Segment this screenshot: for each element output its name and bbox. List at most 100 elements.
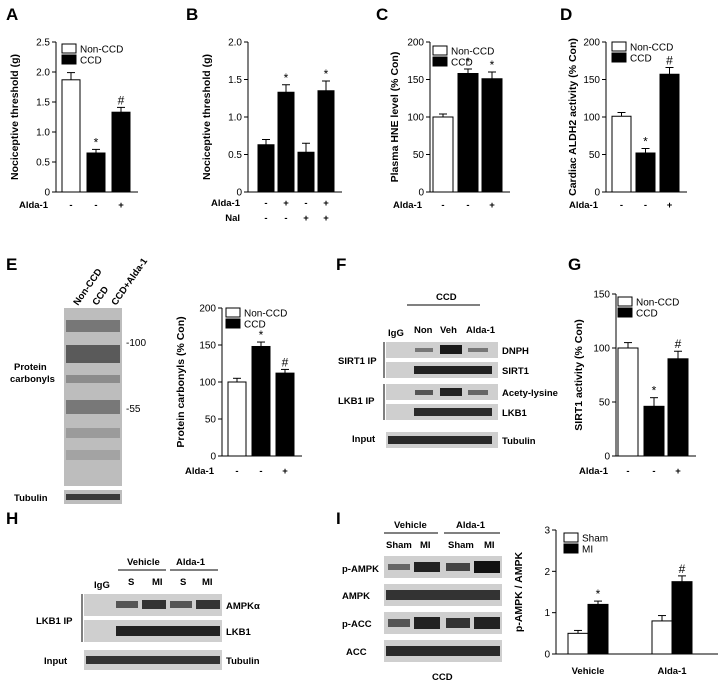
- blot-f-lane-alda: Alda-1: [466, 325, 496, 336]
- blot-i-lane-sham1: Sham: [386, 540, 412, 551]
- blot-f-lane-igg: IgG: [388, 328, 404, 339]
- blot-e-band: [66, 428, 120, 438]
- chart-a-y-tick-label: 2.5: [36, 38, 50, 49]
- chart-b-y-tick-label: 1.0: [228, 113, 242, 124]
- chart-c-bar: [481, 78, 503, 193]
- chart-b-treat-mark: +: [283, 198, 289, 209]
- blot-e-label-1: Protein: [14, 362, 47, 373]
- blot-h-band-lkb1: LKB1: [226, 627, 252, 638]
- chart-g-legend-label: Non-CCD: [636, 298, 679, 309]
- chart-e-y-tick-label: 0: [210, 452, 216, 463]
- chart-b-bar-sig: *: [324, 67, 329, 81]
- blot-i-band: [446, 563, 470, 571]
- chart-a-legend-swatch: [61, 54, 77, 65]
- chart-a-y-tick-label: 1.0: [36, 128, 50, 139]
- blot-f-ip1-label: SIRT1 IP: [338, 356, 377, 367]
- chart-a-bar: [111, 111, 131, 193]
- chart-g-treat-mark: -: [626, 466, 629, 477]
- blot-f-lane-veh: Veh: [440, 325, 457, 336]
- chart-i-y-tick-label: 1: [544, 608, 550, 619]
- blot-i-lane-mi1: MI: [420, 540, 431, 551]
- chart-d-bar: [659, 73, 680, 193]
- blot-i-band-pampk: p-AMPK: [342, 564, 379, 575]
- blot-i-band-acc: ACC: [346, 647, 367, 658]
- chart-g-treat-mark: -: [652, 466, 655, 477]
- blot-f-band-tubulin: Tubulin: [502, 436, 536, 447]
- chart-d-treat-label: Alda-1: [569, 200, 599, 211]
- chart-a-treat-mark: -: [94, 200, 97, 211]
- chart-c-y-tick-label: 50: [413, 150, 425, 161]
- chart-e-legend-label: Non-CCD: [244, 309, 287, 320]
- blot-h-lane-s2: S: [180, 577, 186, 588]
- chart-g-y-tick-label: 150: [593, 290, 610, 301]
- blot-e-band: [66, 320, 120, 332]
- chart-g: 0 50 100 150 SIRT1 activity (% Con) * # Alda-1 -…: [573, 290, 696, 477]
- chart-b-bar: [257, 144, 275, 193]
- blot-f-input-label: Input: [352, 434, 376, 445]
- blot-f-lane-non: Non: [414, 325, 433, 336]
- chart-g-legend-swatch: [617, 296, 633, 307]
- chart-i-y-tick-label: 0: [544, 650, 550, 661]
- blot-h-band: [196, 600, 220, 609]
- chart-a-y-tick-label: 2.0: [36, 68, 50, 79]
- chart-i-bar: [567, 632, 589, 655]
- chart-d-y-axis-label: Cardiac ALDH2 activity (% Con): [567, 38, 579, 196]
- chart-b-y-tick-label: 2.0: [228, 38, 242, 49]
- chart-c-legend-label: CCD: [451, 58, 473, 69]
- blot-h-group-alda: Alda-1: [176, 557, 206, 568]
- blot-i-band: [388, 564, 410, 570]
- chart-b-treat-mark: -: [304, 198, 307, 209]
- chart-b-treat-label: Alda-1: [211, 198, 241, 209]
- panel-label-e: E: [6, 255, 17, 274]
- chart-d-treat-mark: -: [620, 200, 623, 211]
- chart-c-legend-swatch: [432, 45, 448, 56]
- chart-b: 0 0.5 1.0 1.5 2.0 Nociceptive threshold (g) * *…: [201, 38, 342, 224]
- panel-label-g: G: [568, 255, 581, 274]
- chart-g-bar: [667, 358, 689, 457]
- blot-f-band: [415, 390, 433, 395]
- blot-e-band: [66, 450, 120, 460]
- chart-d-y-tick-label: 200: [583, 38, 600, 49]
- blot-f-band: [440, 345, 462, 354]
- chart-a-treat-mark: -: [69, 200, 72, 211]
- panel-label-c: C: [376, 5, 388, 24]
- chart-d-bar: [635, 152, 656, 193]
- chart-b-y-tick-label: 0.5: [228, 150, 242, 161]
- chart-d-y-tick-label: 0: [594, 188, 600, 199]
- chart-e: 0 50 100 150 200 Protein carbonyls (% Con) * # A…: [175, 304, 302, 477]
- chart-b-bar: [297, 151, 315, 193]
- chart-e-treat-mark: -: [235, 466, 238, 477]
- chart-c-legend-swatch: [432, 56, 448, 67]
- blot-i-band: [386, 590, 500, 600]
- blot-e-band: [66, 375, 120, 383]
- blot-f-band-acety: Acety-lysine: [502, 388, 558, 399]
- chart-b-y-axis-label: Nociceptive threshold (g): [201, 54, 213, 180]
- chart-a-bar-sig: *: [94, 135, 99, 149]
- chart-i-legend-label: Sham: [582, 534, 608, 545]
- blot-f-ip2-label: LKB1 IP: [338, 396, 375, 407]
- blot-i-lane-mi2: MI: [484, 540, 495, 551]
- chart-d: 0 50 100 150 200 Cardiac ALDH2 activity (% Co…: [567, 38, 687, 211]
- chart-e-treat-mark: +: [282, 466, 288, 477]
- blot-h-ip-label: LKB1 IP: [36, 616, 73, 627]
- blot-i-lane-sham2: Sham: [448, 540, 474, 551]
- chart-c-y-tick-label: 200: [407, 38, 424, 49]
- chart-b-treat-mark: -: [284, 213, 287, 224]
- chart-d-bar-sig: *: [643, 135, 648, 149]
- chart-d-legend-label: CCD: [630, 54, 652, 65]
- blot-h-lane-s1: S: [128, 577, 134, 588]
- chart-b-treat-mark: +: [303, 213, 309, 224]
- chart-a-legend-label: CCD: [80, 56, 102, 67]
- chart-b-treat-mark: -: [264, 198, 267, 209]
- chart-e-y-tick-label: 50: [205, 415, 217, 426]
- blot-f-band-lkb1: LKB1: [502, 408, 528, 419]
- panel-label-b: B: [186, 5, 198, 24]
- panel-label-a: A: [6, 5, 18, 24]
- blot-e-tubulin-label: Tubulin: [14, 493, 48, 504]
- chart-a-legend-swatch: [61, 43, 77, 54]
- chart-c-bar: [457, 73, 479, 193]
- chart-d-legend-label: Non-CCD: [630, 43, 673, 54]
- blot-f-band: [414, 366, 492, 374]
- blot-h-lane-igg: IgG: [94, 580, 110, 591]
